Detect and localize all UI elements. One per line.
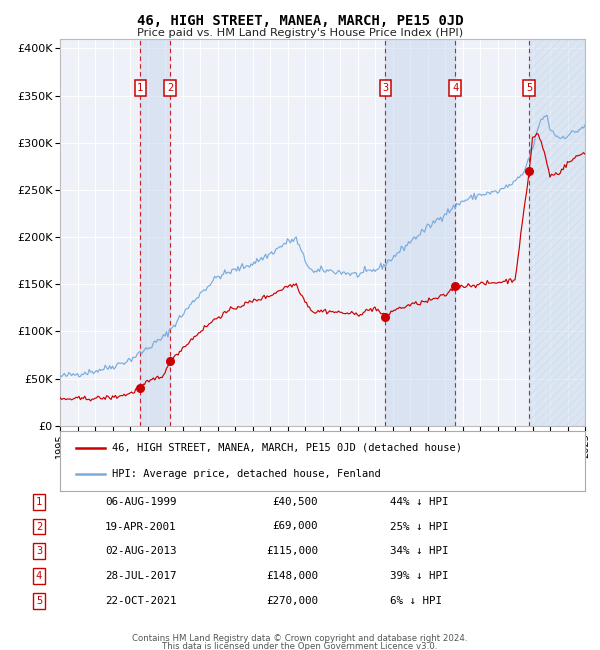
Text: 2: 2 xyxy=(36,521,42,532)
Text: HPI: Average price, detached house, Fenland: HPI: Average price, detached house, Fenl… xyxy=(113,469,381,479)
Text: Contains HM Land Registry data © Crown copyright and database right 2024.: Contains HM Land Registry data © Crown c… xyxy=(132,634,468,643)
Text: 28-JUL-2017: 28-JUL-2017 xyxy=(105,571,176,581)
Text: 6% ↓ HPI: 6% ↓ HPI xyxy=(390,595,442,606)
Text: 4: 4 xyxy=(36,571,42,581)
Text: £270,000: £270,000 xyxy=(266,595,318,606)
Text: 1: 1 xyxy=(137,83,143,93)
Text: 46, HIGH STREET, MANEA, MARCH, PE15 0JD: 46, HIGH STREET, MANEA, MARCH, PE15 0JD xyxy=(137,14,463,29)
Text: 19-APR-2001: 19-APR-2001 xyxy=(105,521,176,532)
Text: 46, HIGH STREET, MANEA, MARCH, PE15 0JD (detached house): 46, HIGH STREET, MANEA, MARCH, PE15 0JD … xyxy=(113,443,463,452)
Text: 2: 2 xyxy=(167,83,173,93)
Text: £148,000: £148,000 xyxy=(266,571,318,581)
Text: This data is licensed under the Open Government Licence v3.0.: This data is licensed under the Open Gov… xyxy=(163,642,437,650)
Text: 22-OCT-2021: 22-OCT-2021 xyxy=(105,595,176,606)
Text: Price paid vs. HM Land Registry's House Price Index (HPI): Price paid vs. HM Land Registry's House … xyxy=(137,28,463,38)
Text: £115,000: £115,000 xyxy=(266,546,318,556)
Bar xyxy=(140,39,170,426)
Text: £40,500: £40,500 xyxy=(272,497,318,507)
Text: 5: 5 xyxy=(526,83,532,93)
Text: 5: 5 xyxy=(36,595,42,606)
Text: 3: 3 xyxy=(36,546,42,556)
Text: £69,000: £69,000 xyxy=(272,521,318,532)
Text: 1: 1 xyxy=(36,497,42,507)
Text: 02-AUG-2013: 02-AUG-2013 xyxy=(105,546,176,556)
Bar xyxy=(529,39,585,426)
Text: 34% ↓ HPI: 34% ↓ HPI xyxy=(390,546,449,556)
Text: 3: 3 xyxy=(382,83,388,93)
Bar xyxy=(385,39,455,426)
Text: 44% ↓ HPI: 44% ↓ HPI xyxy=(390,497,449,507)
Text: 06-AUG-1999: 06-AUG-1999 xyxy=(105,497,176,507)
Text: 39% ↓ HPI: 39% ↓ HPI xyxy=(390,571,449,581)
Text: 4: 4 xyxy=(452,83,458,93)
Text: 25% ↓ HPI: 25% ↓ HPI xyxy=(390,521,449,532)
